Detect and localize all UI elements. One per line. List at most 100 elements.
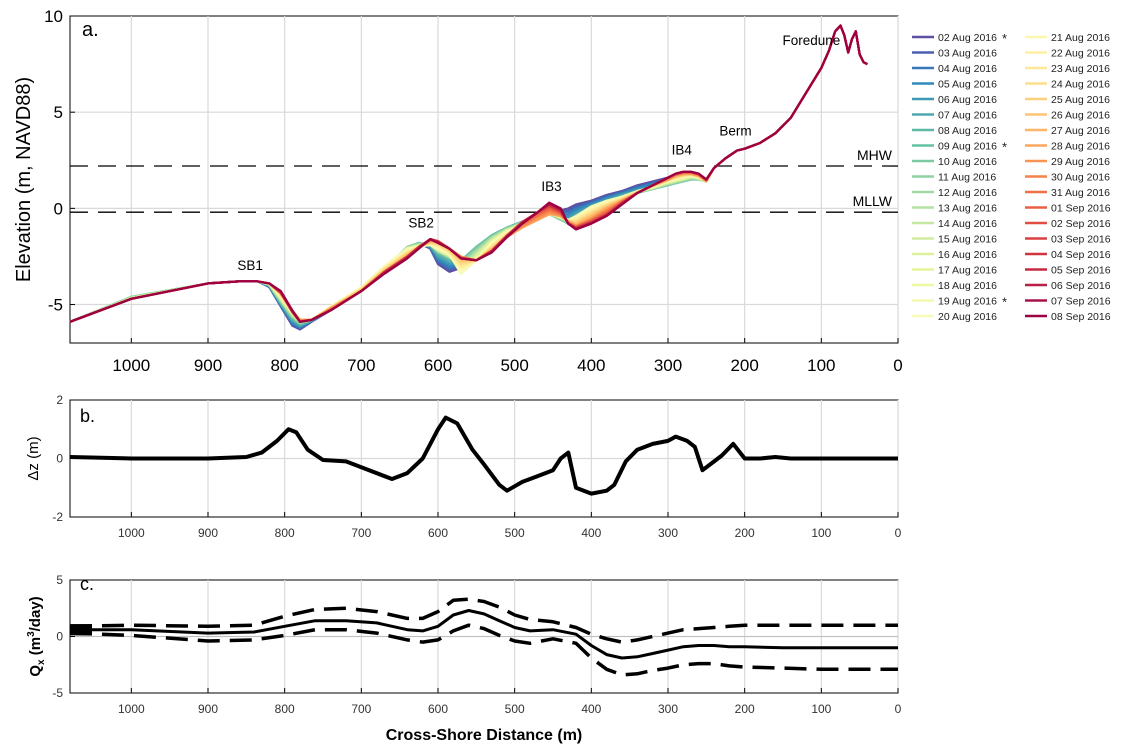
panel-a-hline-label: MHW — [857, 147, 893, 163]
panel-c-xtick-label: 800 — [275, 702, 295, 716]
legend-label: 31 Aug 2016 — [1051, 187, 1110, 199]
panel-c-xlabel: Cross-Shore Distance (m) — [386, 727, 583, 744]
profile-line — [69, 24, 868, 325]
legend-label: 02 Aug 2016 — [938, 32, 997, 44]
profile-line — [69, 24, 868, 323]
panel-b-ytick-label: 0 — [56, 452, 63, 466]
panel-b-ticks: 1000 900 800 700 600 500 400 300 200 100 0-202 — [52, 393, 901, 540]
legend-label: 03 Sep 2016 — [1051, 234, 1111, 246]
panel-a-xtick-label: 600 — [424, 356, 452, 375]
legend-label: 27 Aug 2016 — [1051, 125, 1110, 137]
profile-line — [69, 24, 868, 323]
legend-label: 30 Aug 2016 — [1051, 172, 1110, 184]
panel-a-ytick-label: 0 — [54, 199, 63, 218]
panel-a-xtick-label: 900 — [194, 356, 222, 375]
delta-z-line — [69, 415, 898, 496]
profile-line — [69, 24, 868, 323]
panel-b: 1000 900 800 700 600 500 400 300 200 100 0-202 b. … — [25, 393, 902, 540]
profile-line — [69, 24, 868, 331]
legend-label: 28 Aug 2016 — [1051, 141, 1110, 153]
legend-label: 05 Sep 2016 — [1051, 265, 1111, 277]
profile-line — [69, 24, 868, 323]
legend-label: 11 Aug 2016 — [938, 172, 996, 184]
profile-line — [69, 24, 868, 323]
profile-line — [69, 24, 868, 323]
legend-label: 22 Aug 2016 — [1051, 48, 1110, 60]
profile-line — [69, 24, 868, 323]
panel-c-xtick-label: 900 — [198, 702, 218, 716]
panel-c-ytick-label: 0 — [56, 630, 63, 644]
panel-c-xtick-label: 100 — [811, 702, 831, 716]
qx-bound-line — [69, 623, 898, 677]
profile-line — [69, 24, 868, 323]
panel-c-xtick-label: 700 — [351, 702, 371, 716]
profile-line — [69, 24, 868, 323]
panel-a-annotation: SB1 — [237, 258, 263, 273]
panel-b-xtick-label: 900 — [198, 526, 218, 540]
profile-line — [69, 24, 868, 323]
panel-a-xtick-label: 800 — [270, 356, 298, 375]
panel-a-xtick-label: 1000 — [112, 356, 150, 375]
legend-label: 20 Aug 2016 — [938, 311, 997, 323]
panel-c-ylabel-sub: x — [36, 659, 47, 665]
panel-a-xtick-label: 300 — [654, 356, 682, 375]
panel-a-annotation: Berm — [719, 123, 751, 138]
panel-b-ylabel: Δz (m) — [25, 436, 42, 480]
profile-line — [69, 24, 868, 325]
panel-b-xtick-label: 800 — [275, 526, 295, 540]
profile-line — [69, 24, 868, 324]
legend-label: 10 Aug 2016 — [938, 156, 997, 168]
legend-label: 04 Aug 2016 — [938, 63, 997, 75]
legend-label: 01 Sep 2016 — [1051, 203, 1111, 215]
profile-line — [69, 24, 868, 323]
legend-label: 02 Sep 2016 — [1051, 218, 1111, 230]
panel-c-xtick-label: 600 — [428, 702, 448, 716]
panel-b-ytick-label: -2 — [52, 510, 63, 524]
panel-c-xtick-label: 1000 — [118, 702, 145, 716]
panel-c-ytick-label: -5 — [52, 686, 63, 700]
profile-line — [69, 24, 868, 324]
panel-c-ylabel-main: Q — [27, 665, 44, 677]
legend-star-marker: * — [1002, 295, 1007, 310]
panel-b-xtick-label: 600 — [428, 526, 448, 540]
panel-c-xtick-label: 400 — [581, 702, 601, 716]
panel-a-annotation: SB2 — [408, 216, 434, 231]
panel-b-series — [69, 415, 898, 496]
qx-start-marker — [70, 624, 92, 636]
legend-star-marker: * — [1002, 31, 1007, 46]
panel-a-annotations: SB1 SB2 IB3 IB4 Berm Foredune — [237, 33, 840, 273]
panel-c-ylabel: Qx (m3/day) — [26, 596, 47, 676]
panel-b-ytick-label: 2 — [56, 393, 63, 407]
legend-label: 16 Aug 2016 — [938, 249, 997, 261]
panel-c-label: c. — [80, 574, 94, 594]
panel-c-ylabel-sup: 3 — [26, 631, 37, 637]
panel-c-ylabel-end: /day) — [27, 596, 44, 631]
profile-line — [69, 24, 868, 327]
panel-a-axes-frame — [69, 15, 899, 344]
legend-label: 25 Aug 2016 — [1051, 94, 1110, 106]
panel-c-xtick-label: 300 — [658, 702, 678, 716]
panel-c-ticks: 1000 900 800 700 600 500 400 300 200 100 0-505 — [52, 573, 901, 716]
legend-label: 08 Aug 2016 — [938, 125, 997, 137]
profile-line — [69, 24, 868, 329]
panel-a-ytick-label: 5 — [54, 103, 63, 122]
legend: 02 Aug 2016 * 03 Aug 2016 04 Aug 2016 05 Aug… — [912, 31, 1111, 323]
legend-star-marker: * — [1002, 140, 1007, 155]
legend-label: 23 Aug 2016 — [1051, 63, 1110, 75]
profile-line — [69, 24, 868, 323]
panel-b-xtick-label: 1000 — [118, 526, 145, 540]
profile-line — [69, 24, 868, 330]
legend-label: 05 Aug 2016 — [938, 79, 997, 91]
panel-a-ytick-label: 10 — [44, 7, 63, 26]
profile-line — [69, 24, 868, 323]
legend-label: 26 Aug 2016 — [1051, 110, 1110, 122]
panel-a-xtick-label: 500 — [500, 356, 528, 375]
panel-a-grid — [70, 16, 899, 343]
profile-line — [69, 24, 868, 325]
panel-a-annotation: IB3 — [541, 179, 561, 194]
profile-line — [69, 24, 868, 328]
profile-line — [69, 24, 868, 323]
legend-label: 15 Aug 2016 — [938, 234, 997, 246]
legend-label: 04 Sep 2016 — [1051, 249, 1111, 261]
legend-label: 18 Aug 2016 — [938, 280, 997, 292]
